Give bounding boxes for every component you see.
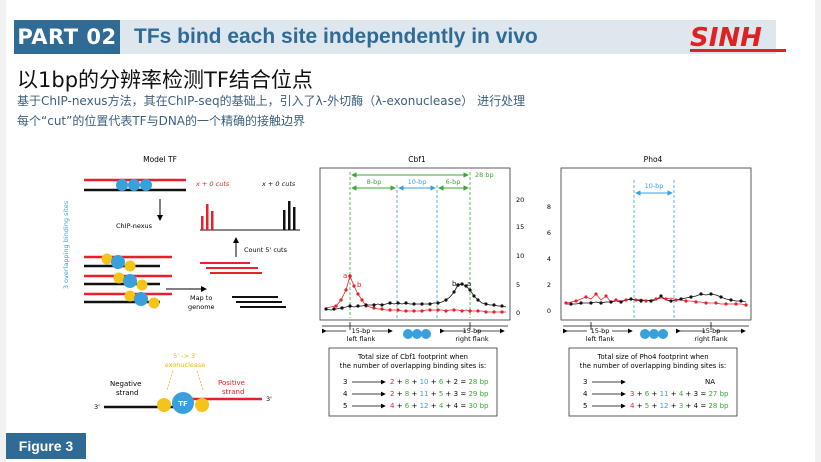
cbf1-peak-a-left: a xyxy=(343,272,347,280)
cbf1-panel: Cbf1 20 15 10 5 0 28 bp 8-bp 10-bp xyxy=(319,155,524,417)
tf-label: TF xyxy=(178,400,188,408)
svg-text:2: 2 xyxy=(547,281,551,289)
cbf1-footprint-box xyxy=(328,347,498,417)
pho4-footprint-box xyxy=(568,347,738,417)
pho4-left-flank-size: 15-bp xyxy=(591,327,610,335)
cuts-black-label: x + 0 cuts xyxy=(261,180,296,188)
svg-text:4: 4 xyxy=(583,390,588,398)
pho4-panel: Pho4 8 6 4 2 0 10-bp xyxy=(547,155,752,417)
cbf1-peak-b-left: b xyxy=(357,281,362,289)
complex-3 xyxy=(84,290,172,309)
cbf1-left-flank-label: left flank xyxy=(347,335,376,343)
cbf1-right-flank-size: 15-bp xyxy=(463,327,482,335)
svg-text:4 + 6 + 12 + 4 + 4 = 30 bp: 4 + 6 + 12 + 4 + 4 = 30 bp xyxy=(390,402,489,410)
cbf1-span-28bp: 28 bp xyxy=(475,171,494,179)
svg-text:3: 3 xyxy=(583,378,587,386)
cbf1-black-dots xyxy=(324,282,504,311)
negative-strand-label-1: Negative xyxy=(110,380,141,388)
pho4-plot-frame xyxy=(560,167,752,321)
subtitle-1: 基于ChIP-nexus方法，其在ChIP-seq的基础上，引入了λ-外切酶（λ… xyxy=(17,94,526,108)
complex-2 xyxy=(84,272,172,291)
cbf1-span-10bp: 10-bp xyxy=(408,178,427,186)
genome-label: genome xyxy=(188,303,215,311)
logo-text: SINH xyxy=(690,23,762,53)
svg-text:2 + 8 + 10 + 6 + 2 = 28 bp: 2 + 8 + 10 + 6 + 2 = 28 bp xyxy=(390,378,489,386)
positive-strand-label-1: Positive xyxy=(218,379,245,387)
cbf1-right-flank-label: right flank xyxy=(455,335,489,343)
svg-text:4 + 5 + 12 + 3 + 4 = 28 bp: 4 + 5 + 12 + 3 + 4 = 28 bp xyxy=(630,402,729,410)
svg-text:15: 15 xyxy=(516,223,524,231)
pho4-span-10bp: 10-bp xyxy=(645,182,664,190)
figure-3: Model TF x + 0 cuts x + 0 cuts ChIP-nexu… xyxy=(62,155,752,417)
svg-text:0: 0 xyxy=(516,309,520,317)
pho4-footprint-rows: 3 NA 4 3 + 6 + 11 + 4 + 3 = 27 bp 5 4 + … xyxy=(583,378,729,410)
pho4-footprint-title-2: the number of overlapping binding sites … xyxy=(580,362,726,370)
svg-text:6: 6 xyxy=(547,229,551,237)
svg-text:NA: NA xyxy=(705,378,715,386)
negative-strand-label-2: strand xyxy=(116,389,138,397)
header-title: TFs bind each site independently in vivo xyxy=(134,25,538,48)
cbf1-span-6bp: 6-bp xyxy=(446,178,461,186)
pho4-footprint-title-1: Total size of Pho4 footprint when xyxy=(597,353,709,361)
part-label: PART 02 xyxy=(14,20,120,54)
overlapping-sites-label: 3 overlapping binding sites xyxy=(62,200,70,289)
subtitle-2: 每个“cut”的位置代表TF与DNA的一个精确的接触边界 xyxy=(17,114,306,128)
pho4-right-flank-label: right flank xyxy=(694,335,728,343)
svg-text:8: 8 xyxy=(547,203,551,211)
cbf1-footprint-title-1: Total size of Cbf1 footprint when xyxy=(357,353,468,361)
positive-strand-label-2: strand xyxy=(222,388,244,396)
svg-text:5: 5 xyxy=(343,402,347,410)
pho4-left-flank-label: left flank xyxy=(586,335,615,343)
cbf1-footprint-title-2: the number of overlapping binding sites … xyxy=(340,362,486,370)
right-rail xyxy=(815,0,821,462)
svg-text:3 + 6 + 11 + 4 + 3 = 27 bp: 3 + 6 + 11 + 4 + 3 = 27 bp xyxy=(630,390,729,398)
svg-text:4: 4 xyxy=(547,255,551,263)
cbf1-plot-frame xyxy=(319,167,511,321)
cbf1-footprint-rows: 3 2 + 8 + 10 + 6 + 2 = 28 bp 4 2 + 8 + 1… xyxy=(343,378,489,410)
figure-label: Figure 3 xyxy=(6,433,86,459)
header-bar xyxy=(14,20,776,54)
svg-text:4: 4 xyxy=(343,390,348,398)
exo-direction-label: 5' -> 3' xyxy=(173,352,197,360)
svg-text:2 + 8 + 11 + 5 + 3 = 29 bp: 2 + 8 + 11 + 5 + 3 = 29 bp xyxy=(390,390,489,398)
svg-text:3: 3 xyxy=(343,378,347,386)
chipnexus-label: ChIP-nexus xyxy=(116,222,153,230)
svg-text:5: 5 xyxy=(516,281,520,289)
cbf1-peak-b-right: b xyxy=(452,280,457,288)
pho4-y-axis: 8 6 4 2 0 xyxy=(547,203,551,315)
svg-text:0: 0 xyxy=(547,307,551,315)
pho4-black-dots xyxy=(569,292,743,306)
svg-text:10: 10 xyxy=(516,252,524,260)
svg-text:5: 5 xyxy=(583,402,587,410)
pho4-title: Pho4 xyxy=(644,155,663,164)
sinh-logo: SINH xyxy=(690,23,786,53)
main-title: 以1bp的分辨率检测TF结合位点 xyxy=(17,68,313,92)
cbf1-y-axis: 20 15 10 5 0 xyxy=(516,196,524,317)
model-tf-title: Model TF xyxy=(143,155,177,164)
cbf1-peak-a-right: a xyxy=(467,280,471,288)
model-tf-panel: Model TF x + 0 cuts x + 0 cuts ChIP-nexu… xyxy=(62,155,300,414)
map-to-label: Map to xyxy=(190,294,212,302)
three-prime-right: 3' xyxy=(266,395,272,403)
cuts-red-label: x + 0 cuts xyxy=(195,180,230,188)
complex-1 xyxy=(84,253,172,272)
svg-text:20: 20 xyxy=(516,196,524,204)
pho4-red-dots xyxy=(564,292,748,307)
cbf1-title: Cbf1 xyxy=(408,155,426,164)
pho4-right-flank-size: 15-bp xyxy=(702,327,721,335)
cbf1-span-8bp: 8-bp xyxy=(367,178,382,186)
cbf1-black-trace xyxy=(325,283,507,311)
cbf1-left-flank-size: 15-bp xyxy=(352,327,371,335)
three-prime-left: 3' xyxy=(94,403,100,411)
left-rail xyxy=(0,0,6,462)
exo-name-label: exonuclease xyxy=(165,361,206,369)
count-cuts-label: Count 5' cuts xyxy=(244,246,288,254)
